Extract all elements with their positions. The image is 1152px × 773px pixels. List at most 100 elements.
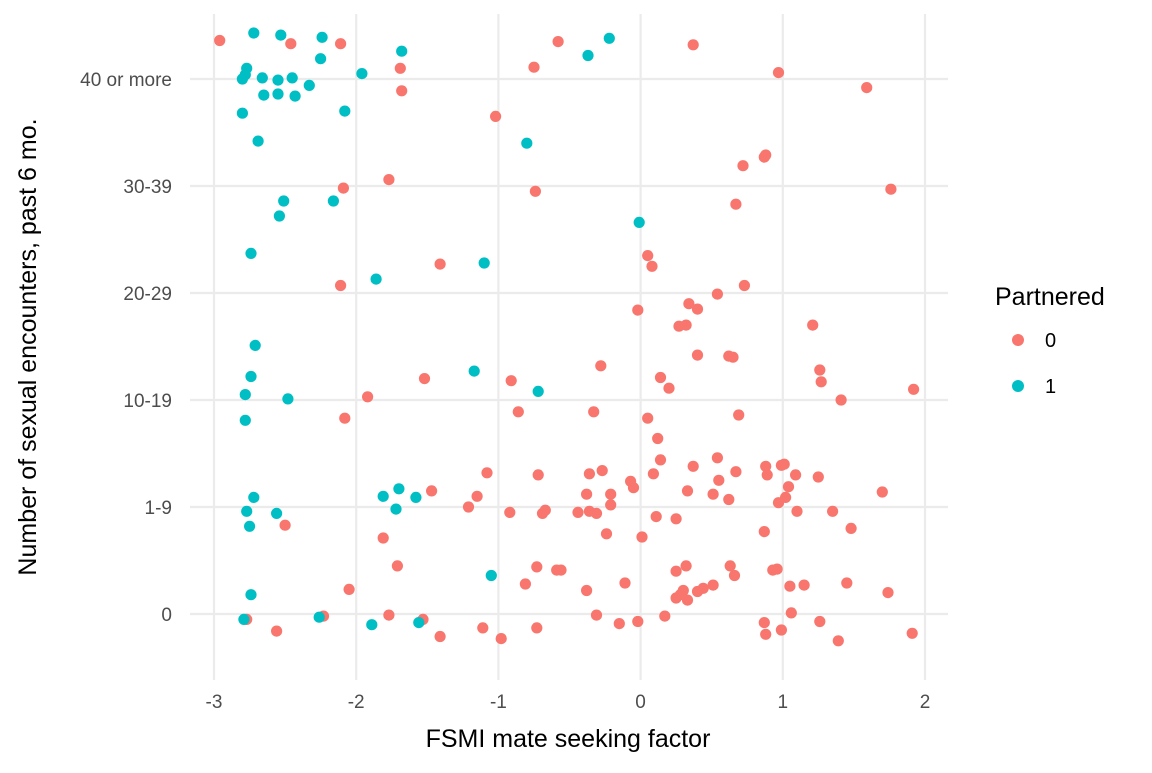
data-point-0 — [835, 394, 847, 406]
data-point-0 — [391, 560, 403, 572]
data-point-0 — [815, 376, 827, 388]
y-tick-label: 30-39 — [123, 177, 172, 198]
data-point-0 — [758, 526, 770, 538]
data-point-0 — [590, 507, 603, 519]
data-point-0 — [650, 510, 662, 523]
y-tick-label: 40 or more — [80, 70, 172, 91]
data-point-1 — [303, 79, 315, 91]
data-point-1 — [239, 414, 251, 426]
data-point-0 — [908, 383, 920, 395]
data-point-1 — [370, 273, 382, 285]
data-point-0 — [861, 82, 873, 94]
x-tick-label: 2 — [920, 692, 931, 713]
data-point-1 — [633, 216, 645, 228]
x-tick-label: 0 — [635, 692, 646, 713]
grid — [190, 14, 948, 680]
data-point-0 — [707, 579, 719, 591]
data-point-0 — [642, 412, 654, 424]
data-point-0 — [434, 258, 446, 270]
data-point-0 — [462, 501, 475, 513]
data-point-0 — [481, 467, 493, 479]
data-point-1 — [278, 195, 290, 207]
data-point-0 — [713, 474, 725, 486]
data-point-0 — [583, 468, 596, 480]
data-point-0 — [477, 622, 489, 634]
data-point-0 — [733, 409, 745, 421]
data-point-0 — [362, 391, 374, 403]
legend-title: Partnered — [995, 283, 1105, 311]
data-point-1 — [521, 137, 533, 149]
data-point-1 — [256, 72, 268, 84]
legend: Partnered 01 — [995, 283, 1105, 398]
data-point-0 — [652, 432, 664, 445]
data-point-0 — [613, 618, 625, 630]
data-point-0 — [647, 468, 660, 480]
data-point-0 — [785, 607, 797, 619]
data-point-0 — [636, 531, 648, 543]
data-point-0 — [738, 279, 751, 292]
data-point-0 — [673, 320, 685, 332]
data-point-0 — [711, 452, 724, 464]
data-point-0 — [775, 624, 788, 636]
data-point-0 — [619, 577, 631, 589]
data-point-1 — [249, 339, 261, 351]
data-point-0 — [784, 580, 796, 592]
data-point-1 — [377, 490, 389, 502]
data-point-0 — [760, 460, 772, 472]
data-point-0 — [758, 151, 770, 163]
data-point-1 — [468, 365, 480, 377]
legend-key-0 — [1012, 334, 1024, 346]
data-point-0 — [691, 585, 704, 598]
data-point-0 — [343, 583, 355, 596]
data-point-0 — [727, 351, 739, 363]
data-point-0 — [279, 519, 291, 531]
data-point-0 — [552, 36, 564, 48]
data-point-1 — [339, 105, 351, 117]
data-point-0 — [505, 375, 517, 387]
data-point-0 — [841, 577, 853, 589]
data-point-1 — [603, 32, 615, 44]
data-point-1 — [327, 195, 339, 207]
data-point-0 — [882, 587, 894, 599]
data-point-0 — [832, 635, 844, 647]
data-point-1 — [252, 135, 264, 147]
data-point-0 — [271, 625, 283, 637]
data-point-1 — [236, 107, 248, 119]
data-point-1 — [238, 613, 250, 626]
data-point-0 — [737, 160, 749, 172]
y-tick-label: 20-29 — [123, 284, 172, 305]
data-point-0 — [670, 513, 682, 525]
data-point-0 — [681, 485, 694, 497]
data-point-0 — [396, 85, 408, 97]
data-point-1 — [316, 31, 328, 43]
data-point-0 — [814, 364, 826, 376]
legend-label-1: 1 — [1045, 376, 1056, 398]
data-point-0 — [383, 609, 395, 621]
data-point-0 — [758, 617, 770, 629]
data-point-0 — [531, 561, 543, 573]
x-axis-title: FSMI mate seeking factor — [426, 725, 711, 753]
data-point-0 — [681, 594, 694, 606]
data-point-0 — [632, 304, 644, 316]
x-tick-label: 1 — [778, 692, 789, 713]
data-point-0 — [654, 454, 667, 466]
data-points — [214, 27, 920, 647]
data-point-0 — [670, 565, 682, 577]
data-point-0 — [691, 349, 704, 361]
data-point-1 — [248, 491, 260, 503]
data-point-0 — [730, 466, 742, 478]
data-point-0 — [383, 174, 395, 186]
data-point-0 — [528, 61, 540, 73]
data-point-0 — [605, 488, 617, 500]
data-point-0 — [532, 469, 544, 481]
data-point-1 — [366, 619, 378, 631]
data-point-0 — [504, 506, 516, 518]
data-point-0 — [798, 579, 810, 591]
data-point-0 — [418, 373, 431, 385]
data-point-1 — [272, 88, 284, 100]
data-point-1 — [390, 503, 402, 515]
data-point-1 — [356, 68, 368, 80]
data-point-0 — [812, 471, 824, 483]
data-point-0 — [512, 406, 524, 418]
